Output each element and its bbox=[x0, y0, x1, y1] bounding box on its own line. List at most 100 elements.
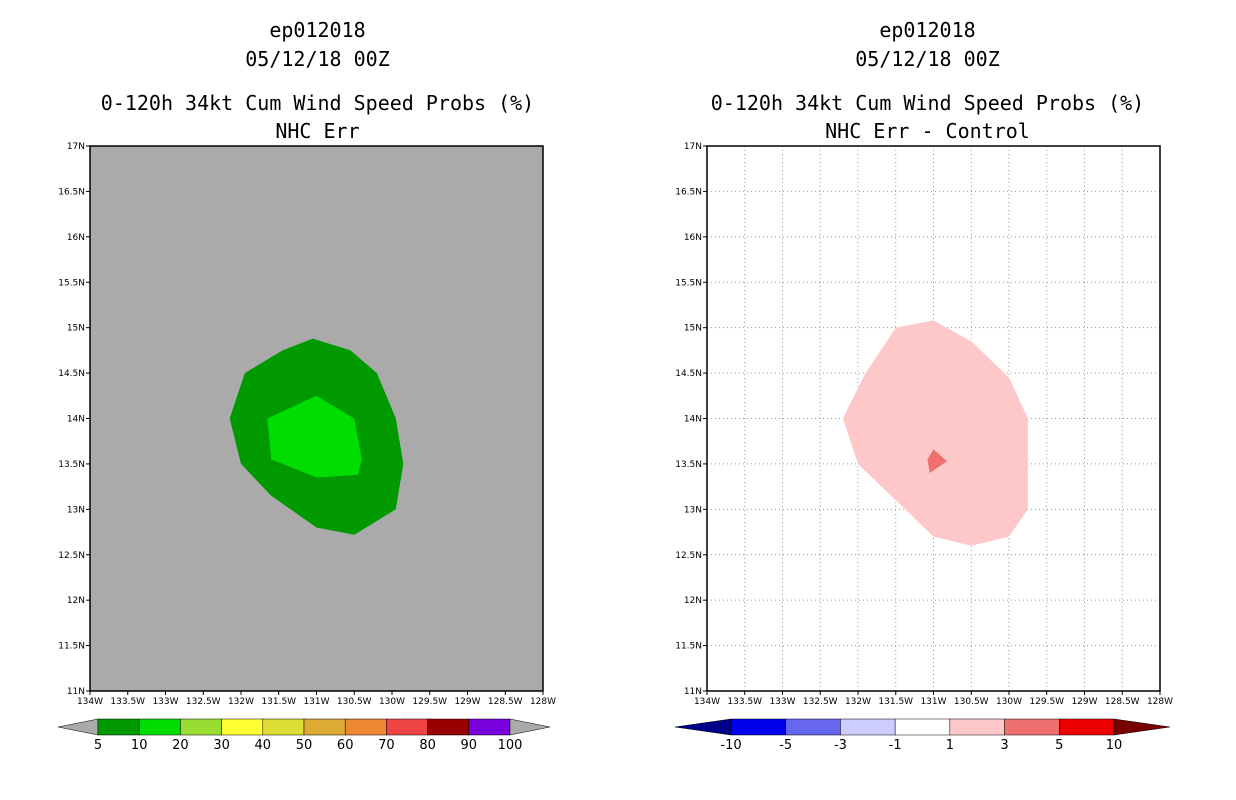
left-x-tick-label: 130.5W bbox=[337, 697, 372, 707]
right-y-tick-label: 12N bbox=[684, 596, 702, 606]
left-x-tick-label: 129W bbox=[454, 697, 480, 707]
left-colorbar-swatch bbox=[427, 718, 470, 736]
right-colorbar-swatch bbox=[785, 718, 841, 736]
right-x-tick-label: 129.5W bbox=[1029, 697, 1064, 707]
right-contour-1-3 bbox=[842, 320, 1028, 546]
right-y-tick-label: 15N bbox=[684, 324, 702, 334]
right-colorbar-label: -5 bbox=[779, 738, 792, 753]
right-colorbar-label: 1 bbox=[946, 738, 954, 753]
left-x-tick-label: 128.5W bbox=[488, 697, 523, 707]
left-colorbar-swatch bbox=[138, 718, 181, 736]
right-colorbar-swatch bbox=[894, 718, 951, 736]
right-x-tick-label: 128W bbox=[1147, 697, 1173, 707]
left-colorbar-high-arrow bbox=[509, 718, 551, 736]
right-y-tick-label: 11.5N bbox=[675, 642, 702, 652]
right-x-tick-label: 134W bbox=[694, 697, 720, 707]
left-colorbar-label: 100 bbox=[498, 738, 523, 753]
left-y-tick-label: 16N bbox=[67, 233, 85, 243]
left-subtitle: 0-120h 34kt Cum Wind Speed Probs (%) bbox=[100, 91, 535, 115]
right-x-tick-label: 133W bbox=[769, 697, 795, 707]
right-x-tick-label: 128.5W bbox=[1105, 697, 1140, 707]
right-y-tick-label: 14.5N bbox=[675, 369, 702, 379]
right-y-tick-label: 17N bbox=[684, 142, 702, 152]
left-x-tick-label: 133.5W bbox=[110, 697, 145, 707]
left-colorbar-label: 60 bbox=[337, 738, 354, 753]
right-y-tick-label: 11N bbox=[684, 687, 702, 697]
right-x-tick-label: 131W bbox=[920, 697, 946, 707]
right-colorbar: -10 -5 -3 -1 1 3 5 10 bbox=[674, 718, 1171, 753]
right-contour-3-5 bbox=[927, 449, 948, 473]
right-colorbar-swatch bbox=[730, 718, 786, 736]
left-colorbar-swatch bbox=[97, 718, 140, 736]
left-colorbar-low-arrow bbox=[57, 718, 99, 736]
left-x-tick-label: 128W bbox=[530, 697, 556, 707]
left-colorbar-swatch bbox=[180, 718, 222, 736]
left-colorbar-swatch bbox=[386, 718, 428, 736]
left-x-tick-label: 131.5W bbox=[261, 697, 296, 707]
right-x-tick-label: 132W bbox=[845, 697, 871, 707]
left-y-tick-label: 15.5N bbox=[58, 278, 85, 288]
right-colorbar-swatch bbox=[1004, 718, 1060, 736]
right-colorbar-swatch bbox=[840, 718, 896, 736]
left-x-tick-label: 132W bbox=[228, 697, 254, 707]
right-y-tick-label: 16N bbox=[684, 233, 702, 243]
right-colorbar-label: -3 bbox=[834, 738, 847, 753]
left-colorbar-label: 5 bbox=[94, 738, 102, 753]
left-x-tick-label: 132.5W bbox=[186, 697, 221, 707]
right-x-tick-label: 129W bbox=[1071, 697, 1097, 707]
left-y-tick-label: 14.5N bbox=[58, 369, 85, 379]
left-colorbar-label: 80 bbox=[419, 738, 436, 753]
left-x-tick-label: 133W bbox=[152, 697, 178, 707]
right-colorbar-swatch bbox=[949, 718, 1005, 736]
right-y-tick-label: 13.5N bbox=[675, 460, 702, 470]
right-x-tick-label: 131.5W bbox=[878, 697, 913, 707]
left-colorbar-swatch bbox=[303, 718, 346, 736]
left-colorbar-label: 90 bbox=[461, 738, 478, 753]
left-colorbar-swatch bbox=[221, 718, 264, 736]
right-map-panel: 134W 133.5W 133W 132.5W 132W 131.5W 131W 130.5W… bbox=[675, 142, 1173, 707]
left-colorbar-label: 70 bbox=[378, 738, 395, 753]
left-colorbar: 5 10 20 30 40 50 60 70 80 90 100 bbox=[57, 718, 551, 753]
left-colorbar-label: 50 bbox=[296, 738, 313, 753]
left-colorbar-label: 40 bbox=[255, 738, 272, 753]
right-y-tick-label: 13N bbox=[684, 505, 702, 515]
left-y-tick-label: 12N bbox=[67, 596, 85, 606]
right-colorbar-label: 3 bbox=[1000, 738, 1008, 753]
right-colorbar-label: 5 bbox=[1055, 738, 1063, 753]
left-y-tick-label: 17N bbox=[67, 142, 85, 152]
right-title: ep012018 bbox=[879, 18, 976, 42]
left-colorbar-label: 10 bbox=[131, 738, 148, 753]
right-x-tick-label: 133.5W bbox=[727, 697, 762, 707]
left-panel-label: NHC Err bbox=[275, 119, 360, 143]
left-x-tick-label: 134W bbox=[77, 697, 103, 707]
left-y-tick-label: 13.5N bbox=[58, 460, 85, 470]
right-y-tick-label: 12.5N bbox=[675, 551, 702, 561]
left-y-tick-label: 12.5N bbox=[58, 551, 85, 561]
left-y-tick-label: 13N bbox=[67, 505, 85, 515]
right-colorbar-swatch bbox=[1059, 718, 1115, 736]
left-colorbar-swatch bbox=[262, 718, 305, 736]
left-colorbar-label: 20 bbox=[172, 738, 189, 753]
left-colorbar-label: 30 bbox=[213, 738, 230, 753]
right-y-tick-label: 14N bbox=[684, 415, 702, 425]
left-colorbar-swatch bbox=[344, 718, 387, 736]
right-colorbar-high-arrow bbox=[1113, 718, 1171, 736]
right-x-tick-label: 130W bbox=[996, 697, 1022, 707]
right-panel-label: NHC Err - Control bbox=[825, 119, 1030, 143]
left-x-tick-label: 130W bbox=[379, 697, 405, 707]
left-y-tick-label: 15N bbox=[67, 324, 85, 334]
right-date: 05/12/18 00Z bbox=[855, 47, 1000, 71]
right-x-tick-label: 132.5W bbox=[803, 697, 838, 707]
left-y-tick-label: 11.5N bbox=[58, 642, 85, 652]
left-colorbar-swatch bbox=[468, 718, 511, 736]
left-x-tick-label: 131W bbox=[303, 697, 329, 707]
right-colorbar-low-arrow bbox=[674, 718, 732, 736]
left-map-panel: 134W 133.5W 133W 132.5W 132W 131.5W 131W 130.5W… bbox=[58, 142, 556, 707]
left-y-tick-label: 16.5N bbox=[58, 187, 85, 197]
right-y-tick-label: 16.5N bbox=[675, 187, 702, 197]
left-y-tick-label: 11N bbox=[67, 687, 85, 697]
left-y-tick-label: 14N bbox=[67, 415, 85, 425]
right-colorbar-label: -10 bbox=[720, 738, 741, 753]
right-subtitle: 0-120h 34kt Cum Wind Speed Probs (%) bbox=[710, 91, 1145, 115]
left-title: ep012018 bbox=[269, 18, 366, 42]
